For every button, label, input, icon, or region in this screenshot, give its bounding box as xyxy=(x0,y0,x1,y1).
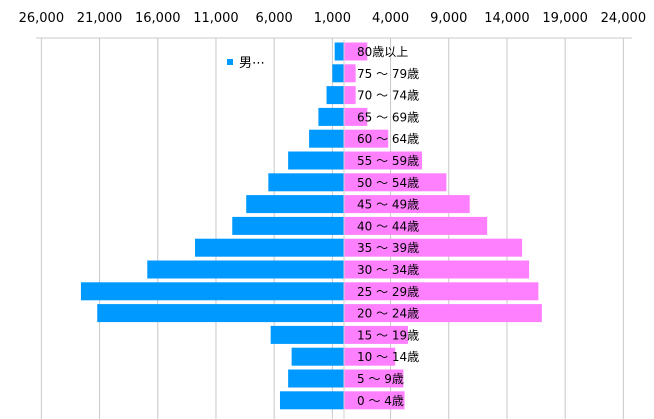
bar-male xyxy=(195,238,344,257)
bar-male xyxy=(288,369,344,388)
bar-female xyxy=(344,347,396,366)
bar-male xyxy=(288,151,344,170)
bar-male xyxy=(334,42,344,61)
legend-label-male: 男⋯ xyxy=(239,56,265,71)
bar-male xyxy=(147,260,344,279)
bar-male xyxy=(270,325,344,344)
bars xyxy=(80,40,542,419)
bar-male xyxy=(97,304,345,323)
x-tick-label: 21,000 xyxy=(77,11,123,26)
bar-male xyxy=(318,107,344,126)
age-group-label: 60 ～ 64歳 xyxy=(357,132,419,146)
x-tick-label: 26,000 xyxy=(19,11,65,26)
x-tick-label: 14,000 xyxy=(484,11,530,26)
bar-female xyxy=(344,260,530,279)
bar-male xyxy=(291,347,344,366)
x-axis-ticks: 26,000 21,000 16,000 11,000 6,000 1,000 4,000 9… xyxy=(19,11,647,26)
age-group-label: 80歳以上 xyxy=(357,45,408,59)
legend: 男⋯ xyxy=(227,56,265,71)
bar-male xyxy=(268,173,344,192)
age-group-label: 40 ～ 44歳 xyxy=(357,219,419,233)
bar-female xyxy=(344,304,542,323)
age-group-label: 70 ～ 74歳 xyxy=(357,89,419,103)
bar-female xyxy=(344,216,488,235)
bar-male xyxy=(326,86,344,105)
x-tick-label: 11,000 xyxy=(193,11,239,26)
bar-male xyxy=(309,129,344,148)
age-group-label: 5 ～ 9歳 xyxy=(357,372,404,386)
age-group-label: 0 ～ 4歳 xyxy=(357,394,404,408)
age-group-label: 20 ～ 24歳 xyxy=(357,307,419,321)
bar-female xyxy=(344,107,368,126)
x-tick-label: 4,000 xyxy=(372,11,409,26)
bar-male xyxy=(279,391,344,410)
bar-female xyxy=(344,282,539,301)
bar-female xyxy=(344,391,405,410)
bar-female xyxy=(344,42,368,61)
bar-female xyxy=(344,129,389,148)
age-group-label: 75 ～ 79歳 xyxy=(357,67,419,81)
age-group-label: 55 ～ 59歳 xyxy=(357,154,419,168)
bar-male xyxy=(332,64,344,83)
age-group-label: 45 ～ 49歳 xyxy=(357,198,419,212)
age-group-label: 30 ～ 34歳 xyxy=(357,263,419,277)
age-group-label: 25 ～ 29歳 xyxy=(357,285,419,299)
bar-male xyxy=(80,282,344,301)
age-group-labels: 80歳以上 75 ～ 79歳 70 ～ 74歳 65 ～ 69歳 60 ～ 64歳 55 … xyxy=(357,45,419,408)
age-group-label: 50 ～ 54歳 xyxy=(357,176,419,190)
x-tick-label: 24,000 xyxy=(601,11,647,26)
age-group-label: 65 ～ 69歳 xyxy=(357,110,419,124)
legend-swatch-male xyxy=(227,59,233,65)
bar-male xyxy=(232,216,344,235)
x-tick-label: 6,000 xyxy=(256,11,293,26)
bar-female xyxy=(344,325,409,344)
age-group-label: 15 ～ 19歳 xyxy=(357,328,419,342)
bar-female xyxy=(344,238,523,257)
x-tick-label: 16,000 xyxy=(135,11,181,26)
bar-female xyxy=(344,86,356,105)
x-tick-label: 19,000 xyxy=(542,11,588,26)
bar-female xyxy=(344,369,404,388)
bar-female xyxy=(344,64,356,83)
bar-female xyxy=(344,195,470,214)
bar-female xyxy=(344,151,422,170)
age-group-label: 35 ～ 39歳 xyxy=(357,241,419,255)
age-group-label: 10 ～ 14歳 xyxy=(357,350,419,364)
x-tick-label: 1,000 xyxy=(314,11,351,26)
x-tick-label: 9,000 xyxy=(430,11,467,26)
bar-male xyxy=(246,195,344,214)
bar-female xyxy=(344,173,447,192)
